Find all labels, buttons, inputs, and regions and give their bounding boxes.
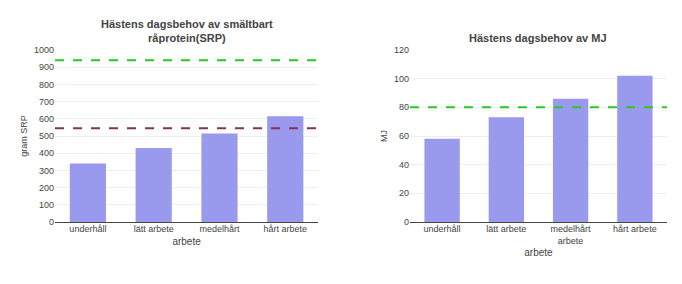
svg-text:underhåll: underhåll (424, 224, 461, 234)
svg-text:Hästens dagsbehov av MJ: Hästens dagsbehov av MJ (469, 32, 607, 44)
svg-text:100: 100 (394, 74, 409, 84)
svg-text:900: 900 (39, 62, 54, 72)
svg-text:hårt arbete: hårt arbete (613, 224, 657, 234)
svg-text:60: 60 (399, 131, 409, 141)
svg-text:40: 40 (399, 160, 409, 170)
svg-text:700: 700 (39, 97, 54, 107)
svg-text:gram SRP: gram SRP (19, 115, 29, 157)
svg-text:80: 80 (399, 102, 409, 112)
svg-text:Hästens dagsbehov av smältbart: Hästens dagsbehov av smältbartråprotein(… (101, 18, 273, 44)
svg-text:400: 400 (39, 148, 54, 158)
svg-text:lätt arbete: lätt arbete (134, 224, 174, 234)
svg-text:500: 500 (39, 131, 54, 141)
svg-text:0: 0 (49, 217, 54, 227)
svg-text:600: 600 (39, 114, 54, 124)
svg-text:lätt arbete: lätt arbete (486, 224, 526, 234)
svg-text:120: 120 (394, 45, 409, 55)
svg-text:arbete: arbete (172, 236, 201, 247)
svg-text:800: 800 (39, 80, 54, 90)
svg-text:1000: 1000 (34, 45, 54, 55)
svg-text:hårt arbete: hårt arbete (264, 224, 308, 234)
svg-text:underhåll: underhåll (69, 224, 106, 234)
svg-text:200: 200 (39, 183, 54, 193)
svg-text:20: 20 (399, 188, 409, 198)
svg-text:medelhårt: medelhårt (199, 224, 240, 234)
svg-text:300: 300 (39, 166, 54, 176)
svg-text:arbete: arbete (524, 247, 553, 258)
svg-text:0: 0 (404, 217, 409, 227)
svg-text:100: 100 (39, 200, 54, 210)
svg-text:MJ: MJ (379, 130, 389, 142)
svg-text:medelhårtarbete: medelhårtarbete (551, 224, 592, 246)
